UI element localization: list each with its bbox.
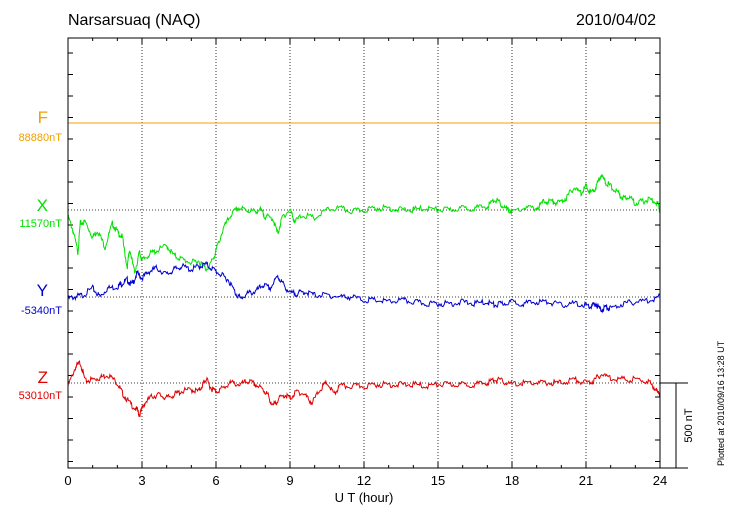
plot-frame — [67, 37, 661, 469]
baseline-x: 11570nT — [19, 218, 62, 230]
channel-label-y: Y — [36, 281, 48, 300]
x-tick-label: 24 — [653, 473, 667, 488]
channel-label-f: F — [37, 108, 48, 127]
x-tick-label: 6 — [212, 473, 219, 488]
x-tick-label: 9 — [286, 473, 293, 488]
x-tick-label: 3 — [138, 473, 145, 488]
channel-label-z: Z — [37, 368, 48, 387]
series-line-x — [67, 174, 661, 275]
axis-ticks — [67, 38, 661, 468]
x-tick-label: 18 — [505, 473, 519, 488]
baseline-f: 88880nT — [18, 132, 62, 144]
baseline-y: -5340nT — [21, 305, 62, 317]
station-title: Narsarsuaq (NAQ) — [68, 12, 201, 29]
scale-bar-label: 500 nT — [683, 408, 695, 443]
series-lines — [67, 122, 661, 418]
x-tick-label: 12 — [357, 473, 371, 488]
x-tick-label: 21 — [579, 473, 593, 488]
plotted-timestamp: Plotted at 2010/09/16 13:28 UT — [716, 340, 726, 466]
baseline-z: 53010nT — [18, 390, 62, 402]
series-line-z — [67, 359, 661, 418]
channel-label-x: X — [36, 196, 48, 215]
plot-date: 2010/04/02 — [576, 12, 657, 29]
x-tick-label: 15 — [431, 473, 445, 488]
x-tick-label: 0 — [64, 473, 71, 488]
scale-bar: 500 nT — [660, 382, 695, 469]
x-axis-label: U T (hour) — [335, 490, 394, 505]
x-tick-labels: 0 3 6 9 12 15 18 21 24 — [64, 473, 667, 488]
grid-lines — [68, 38, 660, 468]
series-line-y — [67, 260, 661, 314]
